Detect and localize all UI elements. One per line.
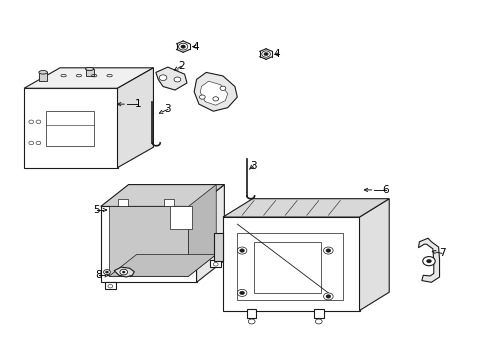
Polygon shape <box>188 185 216 276</box>
Circle shape <box>212 97 218 101</box>
Polygon shape <box>200 81 227 105</box>
Bar <box>170 207 191 229</box>
Bar <box>313 310 323 318</box>
Text: 7: 7 <box>438 248 445 258</box>
Bar <box>118 199 128 206</box>
Circle shape <box>174 77 181 82</box>
Circle shape <box>105 271 108 273</box>
Circle shape <box>120 269 127 275</box>
Polygon shape <box>196 185 224 282</box>
Circle shape <box>325 294 330 298</box>
Circle shape <box>422 257 434 266</box>
Text: 6: 6 <box>382 185 388 195</box>
Polygon shape <box>214 233 223 261</box>
Circle shape <box>220 86 225 90</box>
Polygon shape <box>101 207 196 282</box>
Circle shape <box>323 247 332 254</box>
Text: 3: 3 <box>164 104 171 114</box>
Bar <box>209 260 221 267</box>
Polygon shape <box>223 217 359 311</box>
Polygon shape <box>109 255 216 276</box>
Circle shape <box>199 95 205 99</box>
Circle shape <box>103 270 110 275</box>
Circle shape <box>426 259 430 263</box>
Polygon shape <box>156 67 186 90</box>
Polygon shape <box>223 199 388 217</box>
Bar <box>237 233 342 300</box>
Circle shape <box>323 293 332 300</box>
Text: 2: 2 <box>178 62 184 71</box>
Ellipse shape <box>85 67 94 71</box>
Bar <box>104 282 116 289</box>
Bar <box>45 111 93 147</box>
Circle shape <box>264 53 268 56</box>
Polygon shape <box>117 68 153 168</box>
Text: 8: 8 <box>95 270 102 280</box>
Text: 1: 1 <box>135 99 141 109</box>
Circle shape <box>237 289 246 296</box>
Polygon shape <box>359 199 388 311</box>
Polygon shape <box>24 68 153 88</box>
Polygon shape <box>24 88 117 168</box>
Bar <box>164 199 174 206</box>
Text: 5: 5 <box>93 205 100 215</box>
Text: 3: 3 <box>249 161 256 171</box>
Polygon shape <box>109 207 188 276</box>
Polygon shape <box>101 185 224 207</box>
Circle shape <box>325 249 330 252</box>
Text: 4: 4 <box>273 49 280 59</box>
Ellipse shape <box>39 71 47 74</box>
Polygon shape <box>418 238 439 282</box>
Polygon shape <box>194 72 237 111</box>
Circle shape <box>237 247 246 254</box>
Text: 4: 4 <box>192 42 199 51</box>
Bar <box>254 242 321 293</box>
Circle shape <box>159 75 166 81</box>
Bar <box>246 310 256 318</box>
Polygon shape <box>39 72 47 81</box>
Circle shape <box>122 271 125 273</box>
Polygon shape <box>114 267 134 277</box>
Circle shape <box>181 45 185 48</box>
Polygon shape <box>85 69 94 76</box>
Circle shape <box>239 249 244 252</box>
Circle shape <box>239 291 244 294</box>
